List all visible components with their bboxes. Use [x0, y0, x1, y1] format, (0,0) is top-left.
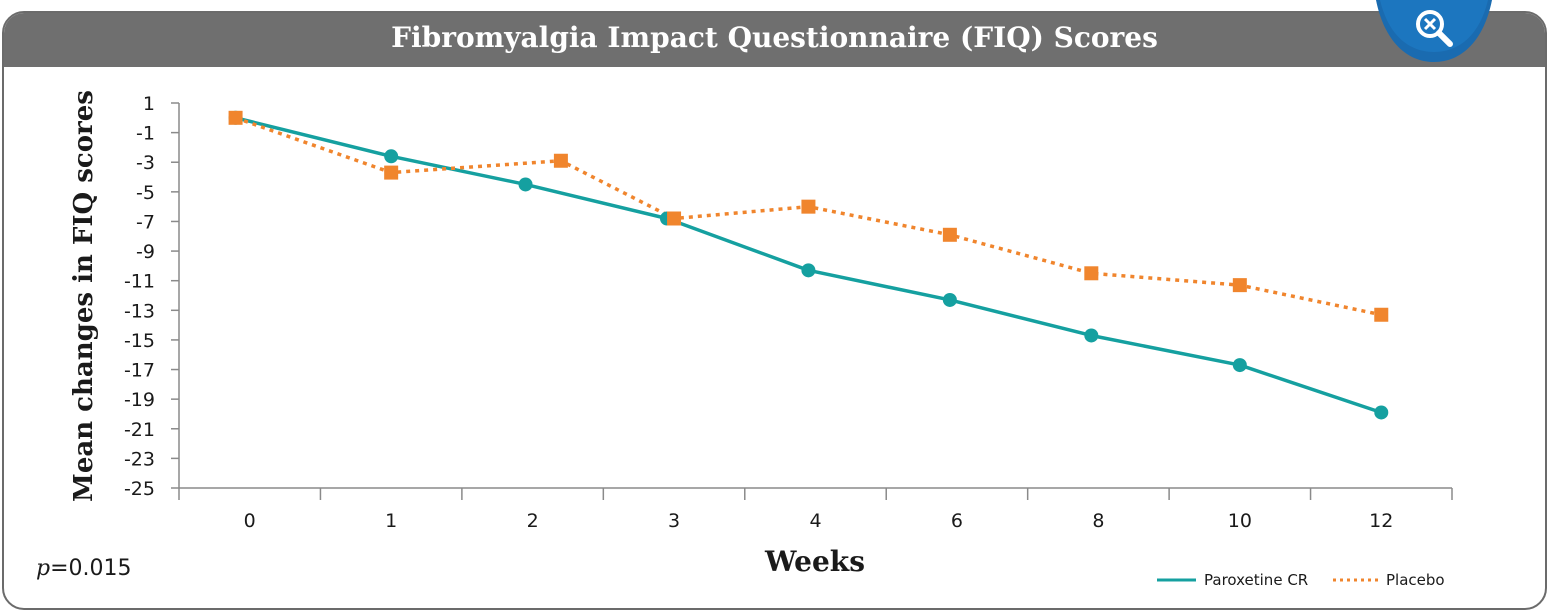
y-tick-label: -5 — [136, 182, 155, 204]
placebo-point — [1374, 307, 1389, 322]
placebo-point — [667, 211, 682, 226]
y-tick-label: -13 — [124, 300, 155, 322]
y-tick-label: -17 — [124, 360, 155, 382]
placebo-point — [384, 165, 399, 180]
placebo-point — [1084, 266, 1099, 281]
legend-paroxetine-label: Paroxetine CR — [1204, 571, 1308, 589]
paroxetine-point — [1084, 328, 1099, 343]
y-axis-label: Mean changes in FIQ scores — [69, 90, 99, 502]
y-tick-label: -25 — [124, 478, 155, 500]
x-tick-label: 3 — [668, 510, 680, 532]
p-value-annotation: p=0.015 — [36, 556, 132, 581]
paroxetine-point — [801, 263, 816, 278]
placebo-point — [553, 153, 568, 168]
placebo-point — [1232, 278, 1247, 293]
y-tick-label: -11 — [124, 271, 155, 293]
y-tick-label: -23 — [124, 448, 155, 470]
legend: Paroxetine CR Placebo — [1157, 571, 1445, 589]
title-bar — [4, 13, 1545, 67]
p-symbol: p — [36, 556, 51, 581]
x-tick-labels: 0 1 2 3 4 6 8 10 12 — [244, 510, 1394, 532]
paroxetine-point — [1232, 358, 1247, 373]
y-tick-label: 1 — [143, 93, 155, 115]
y-tick-label: -1 — [136, 123, 155, 145]
x-tick-label: 2 — [527, 510, 539, 532]
x-tick-label: 6 — [951, 510, 963, 532]
y-tick-label: -21 — [124, 419, 155, 441]
y-tick-label: -9 — [136, 241, 155, 263]
paroxetine-point — [942, 292, 957, 307]
y-tick-label: -19 — [124, 389, 155, 411]
x-tick-label: 4 — [809, 510, 821, 532]
placebo-line — [234, 116, 1382, 317]
x-tick-label: 12 — [1369, 510, 1393, 532]
chart-panel: Fibromyalgia Impact Questionnaire (FIQ) … — [2, 11, 1547, 610]
x-tick-label: 0 — [244, 510, 256, 532]
y-tick-labels: 1 -1 -3 -5 -7 -9 -11 -13 -15 -17 -19 -21 -23 -25 — [124, 93, 155, 500]
placebo-point — [801, 199, 816, 214]
legend-placebo-label: Placebo — [1386, 571, 1445, 589]
paroxetine-point — [518, 177, 533, 192]
series-markers — [228, 110, 1389, 420]
x-tick-label: 10 — [1228, 510, 1252, 532]
placebo-point — [942, 227, 957, 242]
y-tick-label: -15 — [124, 330, 155, 352]
placebo-point — [228, 110, 243, 125]
x-axis-label: Weeks — [764, 545, 865, 578]
axes — [171, 102, 1453, 500]
paroxetine-point — [1374, 405, 1389, 420]
y-tick-label: -7 — [136, 211, 155, 233]
x-tick-label: 8 — [1092, 510, 1104, 532]
zoom-search-icon[interactable] — [1372, 0, 1496, 64]
paroxetine-point — [384, 149, 399, 164]
p-value: =0.015 — [50, 556, 132, 581]
x-tick-label: 1 — [385, 510, 397, 532]
y-tick-label: -3 — [136, 152, 155, 174]
chart-title: Fibromyalgia Impact Questionnaire (FIQ) … — [391, 21, 1158, 54]
